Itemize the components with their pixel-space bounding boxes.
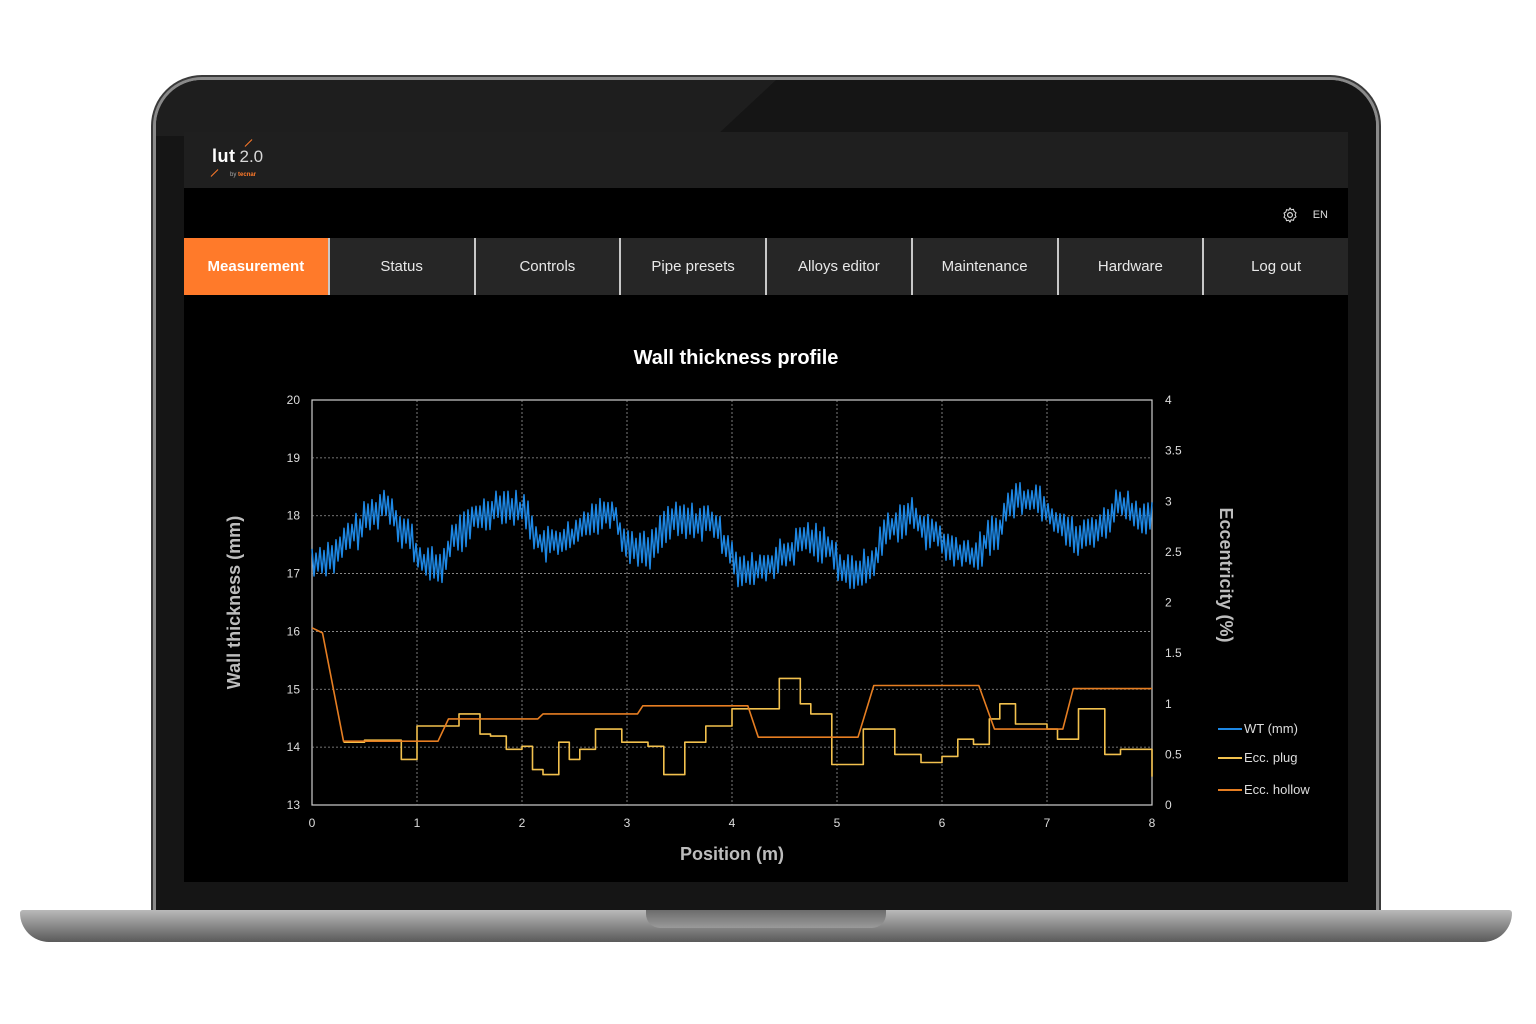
y2-tick-label: 4 — [1165, 393, 1172, 407]
legend-label: WT (mm) — [1244, 721, 1298, 736]
y-tick-label: 19 — [287, 451, 301, 465]
y-tick-label: 17 — [287, 567, 301, 581]
gear-icon[interactable] — [1281, 206, 1299, 224]
x-tick-label: 6 — [939, 816, 946, 830]
series-line-ecc-hollow — [311, 627, 1152, 742]
x-tick-label: 3 — [624, 816, 631, 830]
logo: lut 2.0 by tecnar — [210, 139, 264, 178]
tab-status[interactable]: Status — [327, 238, 474, 295]
y2-tick-label: 1.5 — [1165, 646, 1182, 660]
logo-byline: by tecnar — [230, 172, 257, 178]
y-axis-label: Wall thickness (mm) — [224, 516, 244, 689]
settings-area: EN — [1281, 206, 1328, 224]
y2-tick-label: 3.5 — [1165, 444, 1182, 458]
x-axis-label: Position (m) — [680, 844, 784, 864]
bottom-bezel — [184, 882, 1348, 910]
app-screen: lut 2.0 by tecnar EN Measurement Status C… — [184, 132, 1348, 882]
x-tick-label: 1 — [414, 816, 421, 830]
main-tabs: Measurement Status Controls Pipe presets… — [184, 238, 1348, 295]
logo-version: 2.0 — [239, 147, 264, 166]
x-tick-label: 4 — [729, 816, 736, 830]
x-tick-label: 7 — [1044, 816, 1051, 830]
y-tick-label: 13 — [287, 798, 301, 812]
chart-title: Wall thickness profile — [634, 347, 839, 369]
legend-label: Ecc. plug — [1244, 750, 1297, 765]
series-line-ecc-plug — [343, 677, 1153, 777]
logo-text: lut — [212, 146, 236, 166]
y2-tick-label: 2.5 — [1165, 545, 1182, 559]
y2-tick-label: 2 — [1165, 596, 1172, 610]
top-bar: lut 2.0 by tecnar — [184, 132, 1348, 188]
x-tick-label: 2 — [519, 816, 526, 830]
y-tick-label: 14 — [287, 740, 301, 754]
tab-alloys-editor[interactable]: Alloys editor — [765, 238, 911, 295]
x-tick-label: 0 — [309, 816, 316, 830]
series-line-wt-mm — [311, 481, 1153, 590]
laptop-notch — [646, 910, 886, 928]
x-tick-label: 8 — [1149, 816, 1156, 830]
y2-axis-label: Eccentricity (%) — [1216, 507, 1236, 642]
y2-tick-label: 3 — [1165, 494, 1172, 508]
tab-log-out[interactable]: Log out — [1202, 238, 1348, 295]
y-tick-label: 20 — [287, 393, 301, 407]
y2-tick-label: 0 — [1165, 798, 1172, 812]
tab-measurement[interactable]: Measurement — [184, 238, 328, 295]
language-selector[interactable]: EN — [1312, 209, 1328, 221]
x-tick-label: 5 — [834, 816, 841, 830]
tab-pipe-presets[interactable]: Pipe presets — [619, 238, 765, 295]
y-tick-label: 16 — [287, 624, 301, 638]
tab-hardware[interactable]: Hardware — [1056, 238, 1203, 295]
tab-controls[interactable]: Controls — [473, 238, 620, 295]
y2-tick-label: 1 — [1165, 697, 1172, 711]
tab-maintenance[interactable]: Maintenance — [910, 238, 1057, 295]
y-tick-label: 15 — [287, 682, 301, 696]
y2-tick-label: 0.5 — [1165, 747, 1182, 761]
y-tick-label: 18 — [287, 509, 301, 523]
legend-label: Ecc. hollow — [1244, 782, 1310, 797]
